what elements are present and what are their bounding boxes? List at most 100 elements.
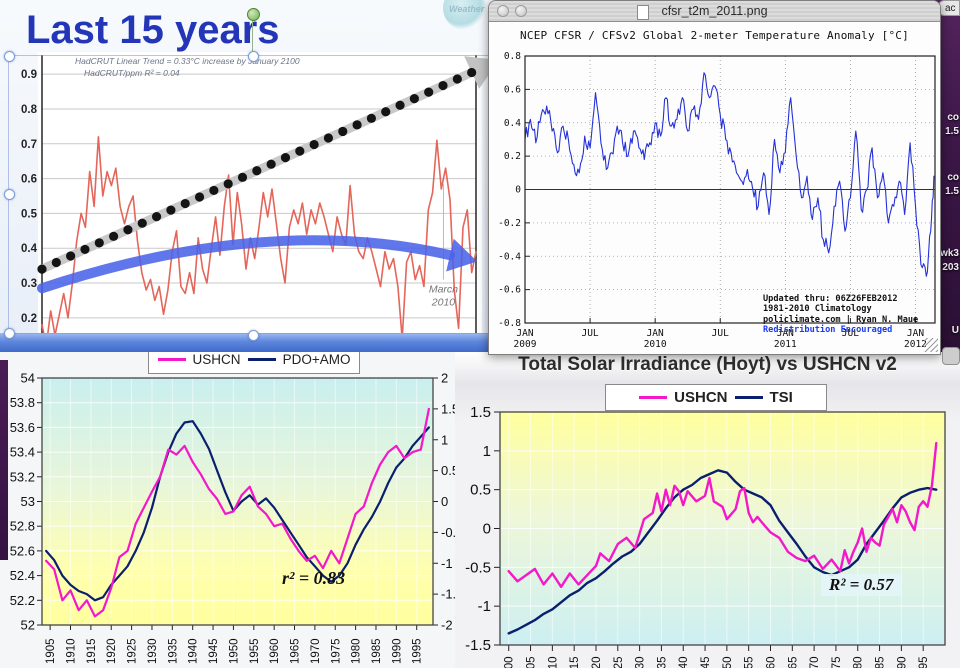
svg-text:1995: 1995 xyxy=(412,638,424,664)
background-tab-fragment[interactable]: ac xyxy=(938,0,960,16)
desktop-label-fragment: co xyxy=(947,172,959,183)
svg-text:1.5: 1.5 xyxy=(470,404,491,421)
svg-text:2011: 2011 xyxy=(774,339,797,350)
svg-text:1: 1 xyxy=(483,443,491,460)
svg-text:-0.5: -0.5 xyxy=(441,525,455,540)
svg-text:1970: 1970 xyxy=(809,656,821,668)
svg-text:0.3: 0.3 xyxy=(21,278,37,290)
window-title: cfsr_t2m_2011.png xyxy=(661,4,768,18)
desktop-label-fragment: 1.5 xyxy=(945,126,959,137)
svg-text:1: 1 xyxy=(441,432,448,447)
legend-swatch-ushcn xyxy=(157,357,186,361)
br-legend: USHCN TSI xyxy=(605,384,827,411)
svg-text:0.5: 0.5 xyxy=(21,208,38,220)
window-close-button[interactable] xyxy=(497,5,509,17)
window-minimize-button[interactable] xyxy=(515,5,527,17)
svg-text:1995: 1995 xyxy=(918,656,930,668)
svg-text:1935: 1935 xyxy=(167,638,179,664)
svg-text:0: 0 xyxy=(515,185,521,196)
svg-text:53.2: 53.2 xyxy=(10,469,35,484)
trend-note-line2: HadCRUT/ppm R² = 0.04 xyxy=(84,68,180,78)
svg-text:1970: 1970 xyxy=(310,638,322,664)
svg-text:2012: 2012 xyxy=(904,339,927,350)
desktop-label-fragment: 203 xyxy=(942,262,959,273)
svg-text:-0.5: -0.5 xyxy=(465,559,491,576)
svg-text:1935: 1935 xyxy=(656,656,668,668)
svg-text:1940: 1940 xyxy=(188,638,200,664)
svg-text:0.4: 0.4 xyxy=(504,118,521,129)
watermark-text: Weather xyxy=(449,4,485,14)
cfsr-note-line3: policlimate.com | Ryan N. Maue xyxy=(763,314,919,325)
bl-legend: USHCN PDO+AMO xyxy=(148,352,360,374)
svg-text:1960: 1960 xyxy=(269,638,281,664)
document-icon xyxy=(637,5,649,20)
svg-text:1915: 1915 xyxy=(569,656,581,668)
svg-text:1945: 1945 xyxy=(700,656,712,668)
desktop-sliver xyxy=(0,360,8,560)
svg-text:1915: 1915 xyxy=(86,638,98,664)
svg-text:0: 0 xyxy=(483,521,491,538)
svg-text:JAN: JAN xyxy=(907,328,924,339)
svg-text:1975: 1975 xyxy=(330,638,342,664)
trend-note-line1: HadCRUT Linear Trend = 0.33°C increase b… xyxy=(75,56,300,66)
selection-handle-top-center[interactable] xyxy=(248,51,259,62)
legend-swatch-pdo-amo xyxy=(247,357,276,361)
svg-text:JAN: JAN xyxy=(516,328,533,339)
desktop-label-fragment: co xyxy=(947,112,959,123)
cfsr-note-credit-link[interactable]: Redistribution Encouraged xyxy=(763,324,893,335)
svg-text:1950: 1950 xyxy=(228,638,240,664)
window-titlebar[interactable]: cfsr_t2m_2011.png xyxy=(489,1,940,22)
selection-handle-bottom-center[interactable] xyxy=(248,330,259,341)
desktop-label-fragment: U xyxy=(951,325,959,336)
svg-text:JUL: JUL xyxy=(712,328,729,339)
svg-text:1900: 1900 xyxy=(504,656,516,668)
cfsr-note-line1: Updated thru: 06Z26FEB2012 xyxy=(763,294,898,304)
slide-panel: Last 15 years Weather 0.9 0.8 0.7 0.6 0.5 0.4… xyxy=(0,0,510,352)
svg-text:0.4: 0.4 xyxy=(21,243,38,255)
svg-text:-1: -1 xyxy=(441,556,453,571)
svg-text:1985: 1985 xyxy=(875,656,887,668)
svg-text:1910: 1910 xyxy=(547,656,559,668)
tsi-ushcn-panel: Total Solar Irradiance (Hoyt) vs USHCN v… xyxy=(455,352,960,668)
svg-text:1955: 1955 xyxy=(249,638,261,664)
svg-text:-1: -1 xyxy=(478,598,491,615)
svg-text:0.2: 0.2 xyxy=(21,313,37,325)
selection-handle-left-middle[interactable] xyxy=(4,189,15,200)
legend-swatch-ushcn2 xyxy=(639,396,668,399)
svg-text:54: 54 xyxy=(21,371,35,386)
legend-label-pdo-amo: PDO+AMO xyxy=(282,352,351,367)
svg-text:0.6: 0.6 xyxy=(504,84,521,95)
selection-handle-bottom-left[interactable] xyxy=(4,328,15,339)
rotate-handle-stem xyxy=(252,18,253,55)
svg-text:1930: 1930 xyxy=(147,638,159,664)
svg-text:0.9: 0.9 xyxy=(21,69,37,81)
rotate-handle[interactable] xyxy=(247,8,260,21)
svg-text:2010: 2010 xyxy=(644,339,667,350)
svg-text:1990: 1990 xyxy=(896,656,908,668)
window-resize-grip[interactable] xyxy=(924,338,938,352)
slide-footer-bar xyxy=(0,333,510,352)
svg-text:1920: 1920 xyxy=(591,656,603,668)
svg-text:-1.5: -1.5 xyxy=(441,587,455,602)
slide-title: Last 15 years xyxy=(26,8,280,52)
legend-label-tsi: TSI xyxy=(769,389,793,406)
svg-text:1980: 1980 xyxy=(351,638,363,664)
desktop-label-fragment: wk3 xyxy=(940,248,959,259)
svg-text:0: 0 xyxy=(441,494,448,509)
svg-text:1925: 1925 xyxy=(613,656,625,668)
svg-text:1945: 1945 xyxy=(208,638,220,664)
svg-text:0.7: 0.7 xyxy=(21,139,37,151)
svg-text:1940: 1940 xyxy=(678,656,690,668)
selection-handle-top-left[interactable] xyxy=(4,51,15,62)
ushcn-pdo-panel: 1905 1910 1915 1920 1925 1930 1935 1940 1945 1950… xyxy=(0,352,455,668)
hadcrut-chart-svg: 0.90.80.70.60.50.40.30.233333333March201… xyxy=(21,52,499,347)
svg-text:1925: 1925 xyxy=(127,638,139,664)
cfsr-chart-title: NCEP CFSR / CFSv2 Global 2-meter Tempera… xyxy=(520,29,909,42)
svg-text:JAN: JAN xyxy=(777,328,794,339)
svg-text:JUL: JUL xyxy=(581,328,598,339)
cfsr-note-line2: 1981-2010 Climatology xyxy=(763,304,872,315)
svg-text:0.5: 0.5 xyxy=(441,463,455,478)
ushcn-pdo-chart-svg: 1905 1910 1915 1920 1925 1930 1935 1940 1945 1950… xyxy=(10,371,455,665)
svg-text:1920: 1920 xyxy=(106,638,118,664)
